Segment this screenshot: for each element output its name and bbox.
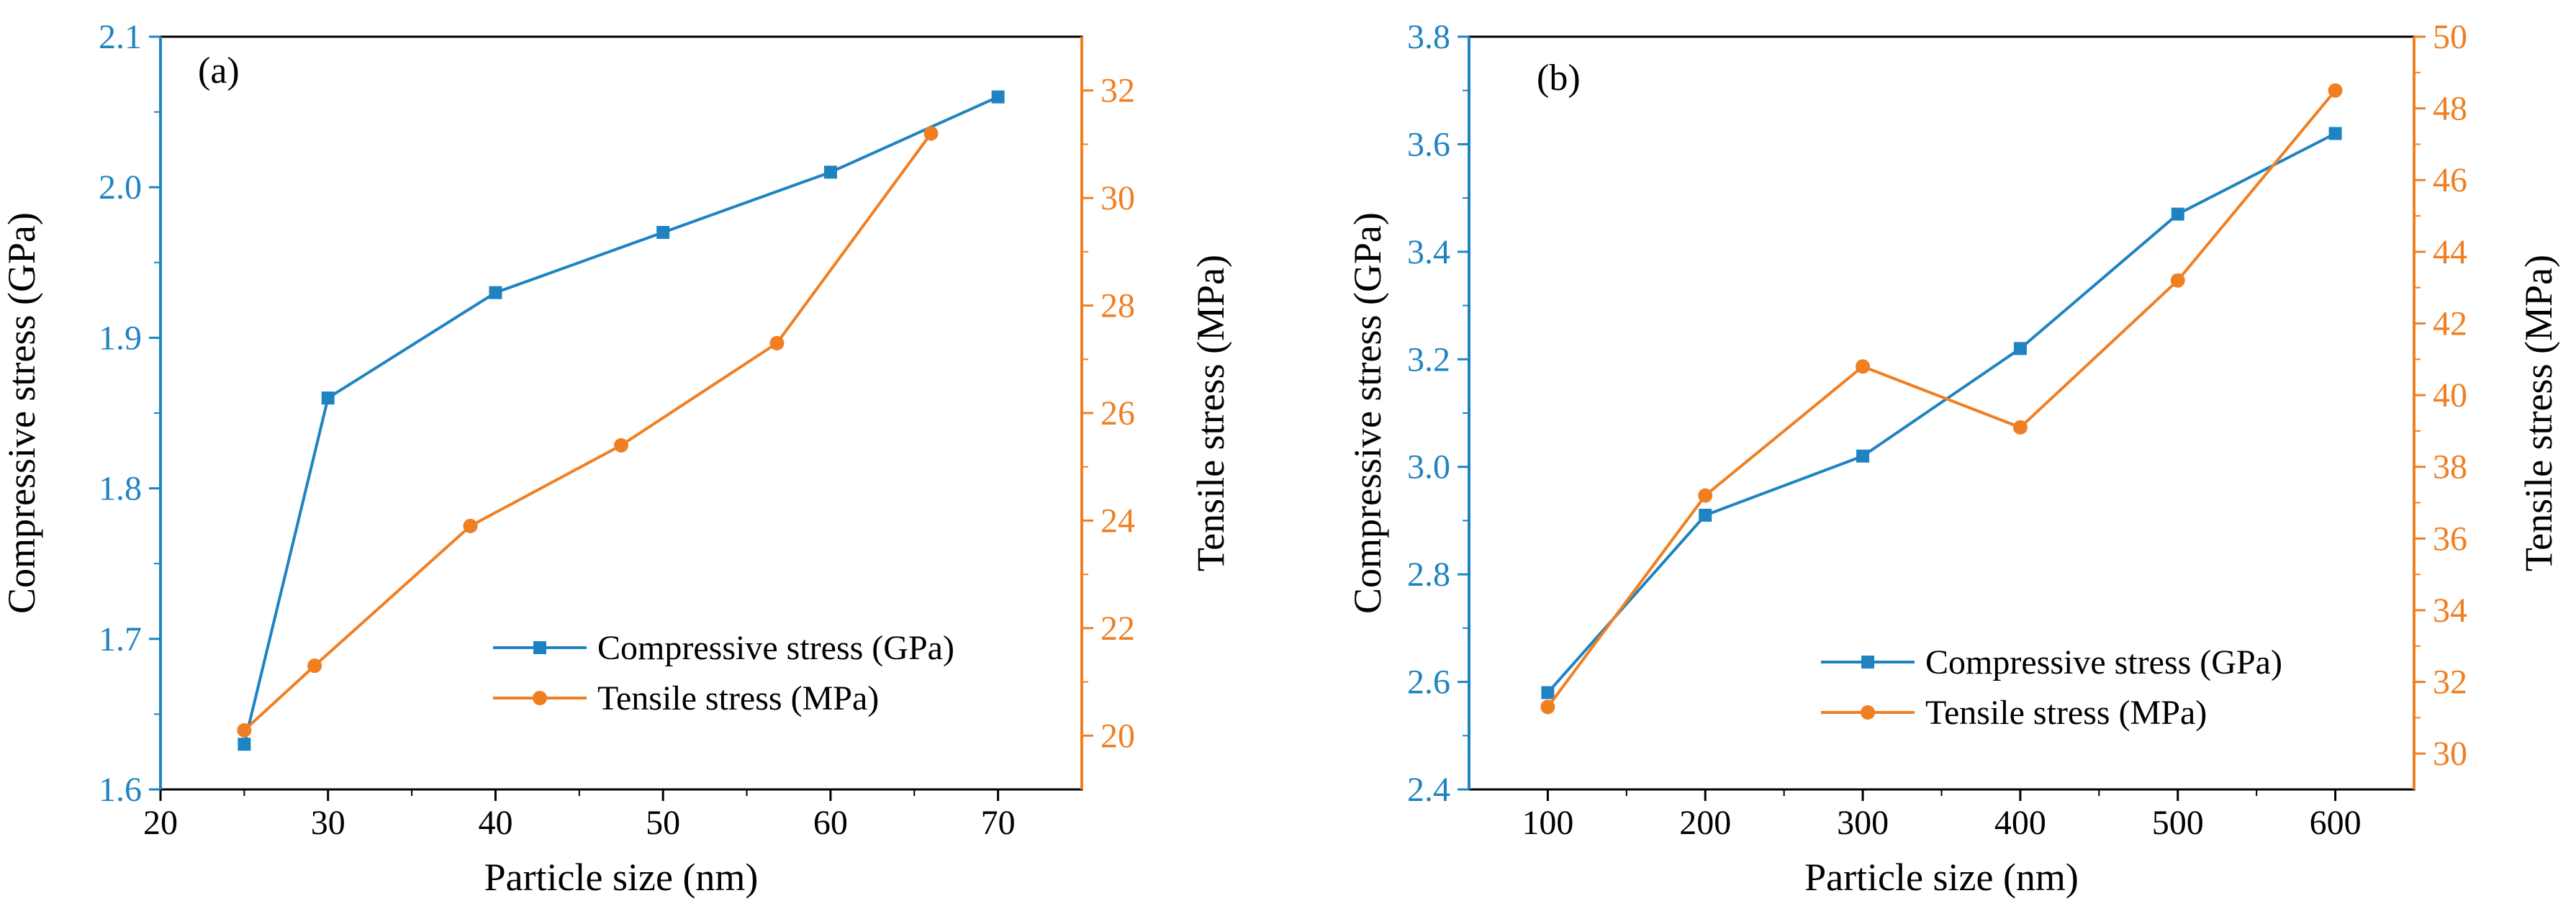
y-right-tick-label: 40 [2433, 376, 2467, 415]
y-right-tick-label: 42 [2433, 304, 2467, 343]
y-right-tick-label: 24 [1101, 502, 1135, 540]
series-line-compressive [243, 95, 999, 745]
data-point-tensile [307, 658, 322, 674]
y-right-tick-label: 20 [1101, 717, 1135, 755]
y-left-tick-label: 2.0 [99, 168, 142, 207]
data-point-compressive [1856, 449, 1870, 463]
y-right-tick-label: 50 [2433, 18, 2467, 56]
legend-marker-square [533, 641, 546, 654]
y-left-tick-label: 2.4 [1407, 771, 1450, 809]
data-point-compressive [2171, 207, 2184, 221]
y-right-tick-label: 28 [1101, 287, 1135, 325]
y-right-tick-label: 26 [1101, 394, 1135, 432]
data-point-tensile [2012, 420, 2028, 435]
x-tick-label: 50 [646, 804, 680, 842]
data-point-compressive [991, 90, 1005, 104]
y-left-tick-label: 1.9 [99, 319, 142, 357]
legend-label: Compressive stress (GPa) [597, 629, 954, 667]
data-point-compressive [489, 286, 502, 299]
data-point-compressive [321, 391, 335, 405]
plot-frame [159, 35, 1083, 791]
data-point-compressive [823, 166, 837, 179]
x-tick-label: 500 [2152, 804, 2204, 842]
y-right-tick-label: 34 [2433, 592, 2467, 630]
data-point-tensile [2328, 83, 2343, 98]
legend-marker-circle [533, 691, 547, 705]
data-point-compressive [238, 738, 251, 751]
data-point-tensile [1540, 699, 1555, 715]
legend-marker-square [1861, 656, 1874, 669]
x-tick-label: 200 [1679, 804, 1731, 842]
y-right-tick-label: 48 [2433, 90, 2467, 128]
y-left-tick-label: 3.6 [1407, 125, 1450, 163]
y-left-tick-label: 1.8 [99, 470, 142, 508]
y-right-tick-label: 30 [2433, 735, 2467, 773]
y-left-tick-label: 2.6 [1407, 663, 1450, 702]
y-left-tick-label: 1.7 [99, 620, 142, 658]
y-left-tick-label: 1.6 [99, 771, 142, 809]
y-left-tick-label: 3.0 [1407, 448, 1450, 486]
panel-label: (a) [198, 50, 240, 91]
x-tick-label: 20 [143, 804, 178, 842]
y-right-tick-label: 30 [1101, 179, 1135, 217]
y-right-tick-label: 32 [1101, 72, 1135, 110]
y-left-tick-label: 2.8 [1407, 556, 1450, 594]
series-line-tensile [243, 132, 933, 732]
legend-label: Tensile stress (MPa) [1925, 694, 2207, 732]
series-line-compressive [1546, 132, 2336, 694]
y-left-tick-label: 3.4 [1407, 233, 1450, 271]
legend-marker-circle [1861, 705, 1875, 720]
y-left-tick-label: 3.8 [1407, 18, 1450, 56]
y-right-tick-label: 46 [2433, 161, 2467, 199]
y-right-tick-label: 36 [2433, 520, 2467, 558]
y-right-tick-label: 38 [2433, 448, 2467, 486]
data-point-tensile [769, 335, 785, 350]
data-point-tensile [1698, 488, 1713, 503]
y-right-axis-label: Tensile stress (MPa) [2517, 255, 2560, 571]
data-point-compressive [1541, 686, 1555, 699]
chart-panel-b: 100 200 300 400 500 600 2.4 2.6 2.8 3.0 3.2 3.4 3.6 3… [1346, 18, 2560, 899]
data-point-compressive [1699, 508, 1712, 522]
x-tick-label: 400 [1994, 804, 2046, 842]
x-tick-label: 300 [1837, 804, 1889, 842]
y-left-axis-label: Compressive stress (GPa) [1346, 212, 1389, 614]
y-right-tick-label: 32 [2433, 663, 2467, 702]
data-point-tensile [1856, 359, 1871, 374]
panel-label: (b) [1537, 58, 1581, 99]
data-point-tensile [2170, 273, 2185, 288]
y-left-axis-label: Compressive stress (GPa) [0, 212, 43, 614]
legend-label: Compressive stress (GPa) [1925, 643, 2282, 681]
data-point-tensile [237, 723, 252, 738]
x-axis-label: Particle size (nm) [1804, 856, 2079, 899]
x-tick-label: 70 [981, 804, 1016, 842]
x-tick-label: 600 [2310, 804, 2362, 842]
y-left-tick-label: 2.1 [99, 18, 142, 56]
y-right-tick-label: 22 [1101, 610, 1135, 648]
data-point-compressive [2328, 127, 2342, 140]
data-point-tensile [923, 126, 939, 141]
series-line-tensile [1546, 89, 2337, 708]
x-tick-label: 100 [1522, 804, 1573, 842]
x-tick-label: 30 [311, 804, 345, 842]
x-axis-label: Particle size (nm) [484, 856, 759, 899]
data-point-tensile [463, 518, 478, 533]
y-right-tick-label: 44 [2433, 233, 2467, 271]
legend-label: Tensile stress (MPa) [597, 679, 879, 717]
data-point-compressive [656, 225, 670, 239]
data-point-tensile [614, 438, 628, 453]
data-point-compressive [2013, 342, 2027, 355]
x-tick-label: 40 [478, 804, 512, 842]
chart-panel-a: 20 30 40 50 60 70 1.6 1.7 1.8 1.9 2.0 2.1 20 22 24 26 28… [0, 18, 1232, 899]
y-left-tick-label: 3.2 [1407, 340, 1450, 379]
y-right-axis-label: Tensile stress (MPa) [1189, 255, 1232, 571]
x-tick-label: 60 [813, 804, 848, 842]
